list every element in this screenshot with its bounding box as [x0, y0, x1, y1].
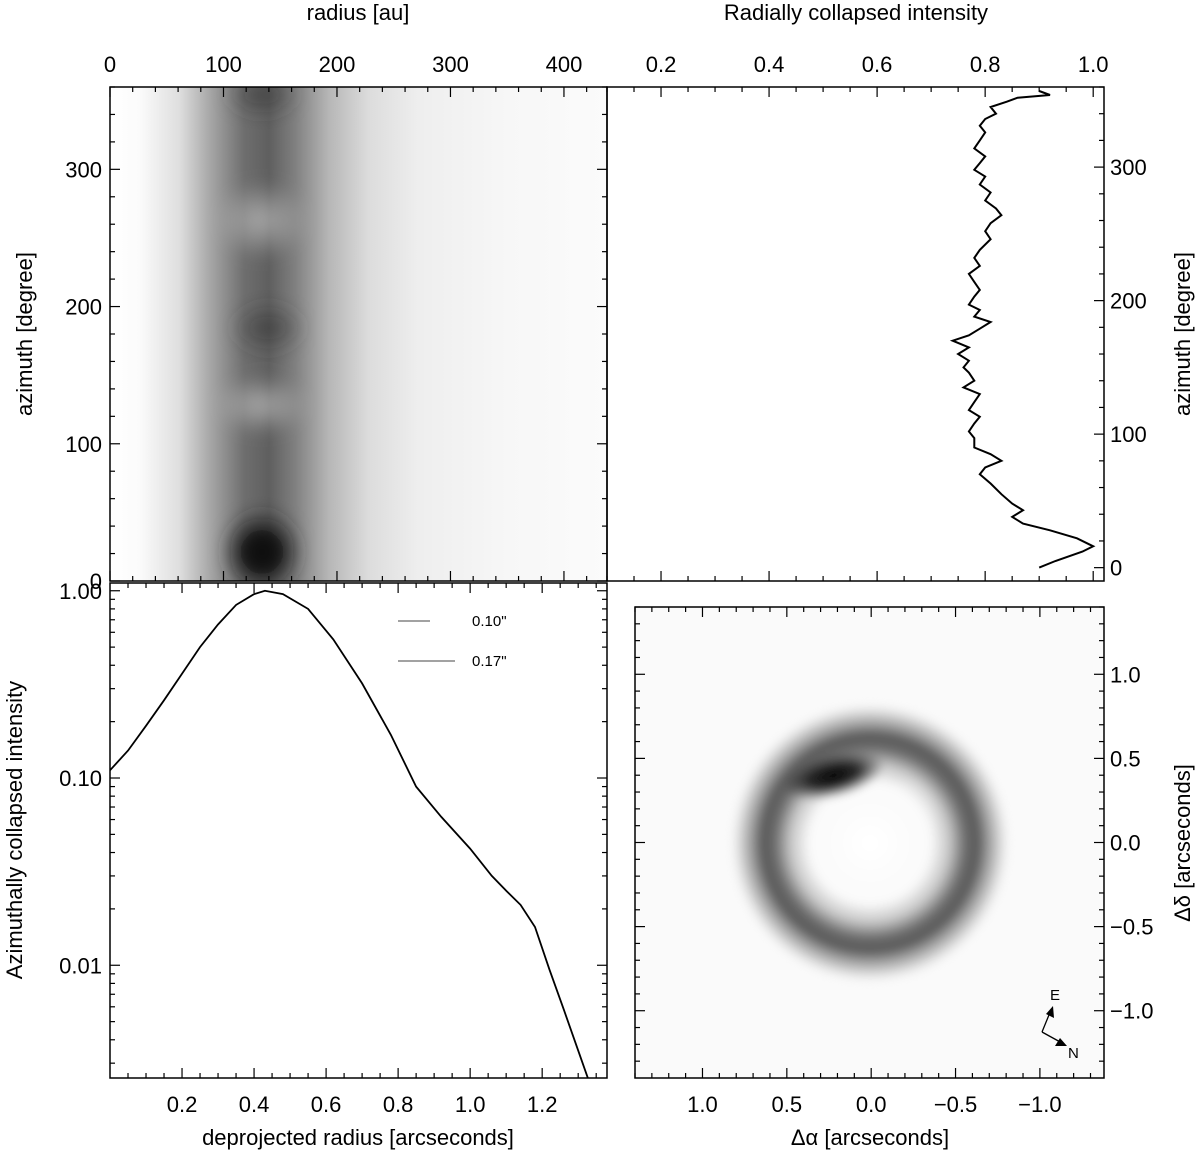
disk-image-panel: E N — [635, 607, 1104, 1078]
polar-map-background — [110, 87, 607, 581]
disk-image-y-tick-label: 0.5 — [1110, 746, 1141, 771]
polar-map-faint-segment-2 — [216, 180, 308, 260]
azimuthal-profile-frame — [606, 86, 1105, 582]
polar-map-top-tick-label: 200 — [319, 52, 356, 77]
azimuthal-profile-panel — [949, 90, 1096, 569]
compass-east-arrowhead — [1046, 1006, 1054, 1018]
radial-profile-x-tick-label: 0.2 — [167, 1092, 198, 1117]
polar-map-top-axis-title: radius [au] — [307, 0, 410, 25]
radial-profile-x-tick-label: 0.6 — [311, 1092, 342, 1117]
disk-dim-patch — [875, 780, 935, 860]
legend-label-1: 0.10" — [472, 613, 507, 630]
disk-bright-spot — [783, 751, 885, 801]
disk-ring — [727, 700, 1013, 986]
radial-profile-y-tick-label: 0.01 — [59, 953, 102, 978]
radial-profile-legend: 0.10" 0.17" — [398, 613, 507, 670]
polar-map-y-tick-label: 0 — [90, 569, 102, 594]
radial-profile-x-tick-label: 0.4 — [239, 1092, 270, 1117]
azimuthal-profile-y-tick-label: 100 — [1110, 422, 1147, 447]
polar-map-top-tick-label: 100 — [205, 52, 242, 77]
disk-image-y-tick-label: −1.0 — [1110, 999, 1153, 1024]
disk-image-y-tick-label: 1.0 — [1110, 662, 1141, 687]
disk-image-x-tick-label: 0.0 — [856, 1092, 887, 1117]
legend-label-2: 0.17" — [472, 653, 507, 670]
disk-image-x-tick-label: −1.0 — [1018, 1092, 1061, 1117]
azimuthal-profile-top-tick-label: 0.6 — [862, 52, 893, 77]
polar-map-faint-segment — [216, 375, 308, 435]
tick-marks — [109, 86, 1104, 1078]
radial-profile-y-tick-label: 1.00 — [59, 579, 102, 604]
radial-profile-line — [110, 589, 589, 1078]
compass-east-label: E — [1050, 987, 1060, 1004]
polar-map-top-tick-label: 300 — [432, 52, 469, 77]
polar-map-y-tick-label: 100 — [65, 432, 102, 457]
radial-profile-frame — [109, 582, 608, 1079]
radial-profile-y-axis-title: Azimuthally collapsed intensity — [2, 681, 27, 979]
radial-profile-x-tick-label: 1.2 — [527, 1092, 558, 1117]
azimuthal-profile-y-tick-label: 0 — [1110, 556, 1122, 581]
azimuthal-profile-top-tick-label: 0.2 — [646, 52, 677, 77]
polar-map-y-tick-label: 200 — [65, 295, 102, 320]
compass: E N — [1041, 987, 1079, 1062]
disk-image-y-tick-label: 0.0 — [1110, 831, 1141, 856]
disk-image-x-axis-title: Δα [arcseconds] — [791, 1125, 949, 1150]
azimuthal-profile-y-tick-label: 300 — [1110, 155, 1147, 180]
polar-map-y-axis-title: azimuth [degree] — [12, 252, 37, 416]
polar-map-y-tick-label: 300 — [65, 157, 102, 182]
disk-image-y-axis-title: Δδ [arcseconds] — [1170, 764, 1195, 922]
radial-profile-x-tick-label: 1.0 — [455, 1092, 486, 1117]
azimuthal-profile-y-tick-label: 200 — [1110, 289, 1147, 314]
azimuthal-profile-line — [949, 90, 1096, 569]
azimuthal-profile-top-tick-label: 1.0 — [1078, 52, 1109, 77]
azimuthal-profile-top-tick-label: 0.4 — [754, 52, 785, 77]
disk-image-x-tick-label: 0.5 — [772, 1092, 803, 1117]
radial-profile-y-tick-label: 0.10 — [59, 766, 102, 791]
disk-image-x-tick-label: −0.5 — [934, 1092, 977, 1117]
disk-image-y-tick-label: −0.5 — [1110, 915, 1153, 940]
radial-profile-x-axis-title: deprojected radius [arcseconds] — [202, 1125, 514, 1150]
polar-map-top-tick-label: 0 — [104, 52, 116, 77]
azimuthal-profile-top-axis-title: Radially collapsed intensity — [724, 0, 988, 25]
polar-map-top-tick-label: 400 — [546, 52, 583, 77]
polar-map-peak-top — [222, 87, 302, 119]
polar-map-peak-low — [220, 508, 304, 581]
radial-profile-x-tick-label: 0.8 — [383, 1092, 414, 1117]
radial-profile-panel — [110, 589, 589, 1078]
disk-image-x-tick-label: 1.0 — [687, 1092, 718, 1117]
compass-north-arrowhead — [1055, 1038, 1067, 1046]
azimuthal-profile-top-tick-label: 0.8 — [970, 52, 1001, 77]
polar-map-peak-mid — [228, 300, 308, 356]
compass-north-label: N — [1068, 1045, 1079, 1062]
polar-map-panel — [110, 87, 607, 581]
azimuthal-profile-y-axis-title: azimuth [degree] — [1170, 252, 1195, 416]
